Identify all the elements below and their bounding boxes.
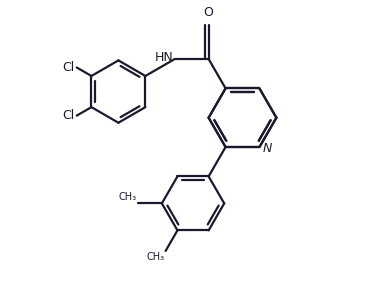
- Text: Cl: Cl: [62, 109, 75, 122]
- Text: CH₃: CH₃: [119, 192, 137, 202]
- Text: HN: HN: [154, 51, 173, 64]
- Text: O: O: [204, 6, 214, 19]
- Text: Cl: Cl: [62, 61, 75, 74]
- Text: CH₃: CH₃: [146, 252, 164, 262]
- Text: N: N: [263, 142, 272, 155]
